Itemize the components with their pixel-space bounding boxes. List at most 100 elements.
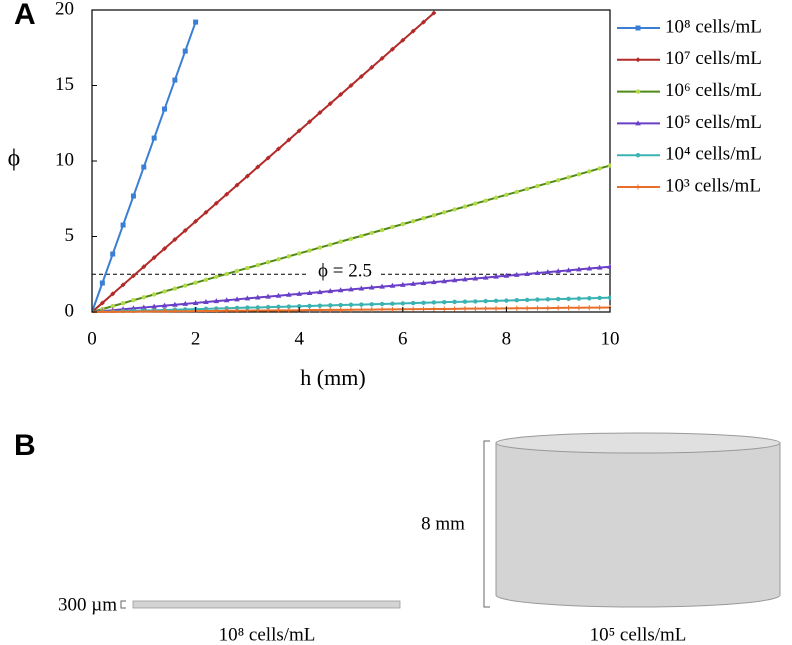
marker	[452, 299, 457, 305]
y-tick-label: 5	[65, 225, 75, 246]
marker	[297, 251, 302, 256]
marker	[586, 265, 593, 271]
marker	[421, 19, 427, 25]
marker	[635, 25, 641, 31]
marker	[410, 300, 416, 306]
marker	[286, 291, 292, 297]
legend-label: 10⁸ cells/mL	[665, 16, 762, 37]
marker	[587, 296, 592, 301]
marker	[234, 182, 240, 188]
marker	[452, 306, 458, 312]
marker	[379, 306, 385, 312]
marker	[514, 305, 520, 311]
marker	[635, 120, 641, 126]
marker	[556, 296, 561, 302]
marker	[369, 64, 375, 70]
marker	[348, 307, 354, 313]
marker	[130, 309, 136, 313]
legend-label: 10⁴ cells/mL	[665, 144, 762, 165]
marker	[224, 191, 230, 197]
marker	[141, 164, 147, 170]
marker	[286, 137, 292, 143]
marker	[390, 301, 395, 306]
marker	[172, 308, 178, 313]
marker	[162, 246, 168, 252]
marker	[348, 302, 354, 307]
marker	[368, 284, 375, 290]
marker	[482, 274, 489, 280]
marker	[337, 287, 344, 293]
marker	[586, 305, 592, 311]
marker	[328, 303, 333, 308]
marker	[151, 255, 157, 261]
marker	[265, 304, 271, 310]
x-tick-label: 2	[191, 328, 201, 349]
marker	[451, 277, 458, 283]
series-line	[92, 12, 435, 313]
panel-label: A	[14, 0, 36, 31]
marker	[635, 89, 641, 94]
marker	[327, 101, 333, 107]
marker	[130, 273, 136, 279]
marker	[452, 207, 457, 212]
marker	[389, 46, 395, 52]
marker	[182, 48, 188, 54]
marker	[327, 288, 334, 294]
marker	[224, 271, 229, 277]
marker	[493, 306, 499, 312]
marker	[327, 307, 333, 313]
cylinder-body	[495, 442, 781, 608]
marker	[162, 106, 168, 112]
marker	[172, 77, 178, 83]
marker	[462, 306, 468, 312]
marker	[390, 224, 395, 230]
panel-label: B	[14, 429, 36, 462]
marker	[307, 303, 312, 309]
marker	[161, 302, 168, 308]
marker	[576, 172, 582, 177]
marker	[338, 239, 343, 244]
marker	[223, 297, 230, 303]
marker	[348, 236, 354, 241]
marker	[410, 219, 416, 224]
marker	[182, 308, 188, 313]
marker	[473, 299, 478, 304]
marker	[193, 280, 198, 285]
marker	[307, 119, 313, 125]
marker	[328, 242, 333, 247]
marker	[369, 302, 374, 307]
x-axis-label: h (mm)	[300, 365, 365, 390]
marker	[545, 305, 551, 311]
marker	[566, 305, 572, 311]
marker	[234, 305, 240, 311]
marker	[275, 146, 281, 152]
marker	[245, 265, 250, 271]
y-tick-label: 20	[55, 0, 74, 19]
marker	[358, 285, 365, 291]
x-tick-label: 6	[398, 328, 408, 349]
marker	[317, 110, 323, 116]
marker	[234, 308, 240, 313]
marker	[472, 275, 479, 281]
marker	[535, 183, 540, 189]
marker	[255, 164, 261, 170]
marker	[182, 300, 189, 306]
marker	[245, 305, 250, 310]
marker	[576, 296, 582, 301]
marker	[576, 305, 582, 311]
marker	[99, 300, 105, 306]
marker	[483, 198, 488, 203]
marker	[120, 301, 126, 306]
marker	[151, 292, 157, 297]
marker	[545, 180, 551, 186]
marker	[244, 295, 251, 301]
legend-label: 10⁵ cells/mL	[665, 112, 762, 133]
marker	[120, 222, 126, 228]
marker	[203, 308, 209, 313]
marker	[421, 216, 426, 221]
legend: 10⁸ cells/mL 10⁷ cells/mL 10⁶ cells/mL 10⁵ …	[617, 16, 762, 196]
marker	[286, 304, 292, 309]
marker	[462, 204, 468, 209]
marker	[338, 92, 344, 98]
marker	[172, 286, 178, 291]
